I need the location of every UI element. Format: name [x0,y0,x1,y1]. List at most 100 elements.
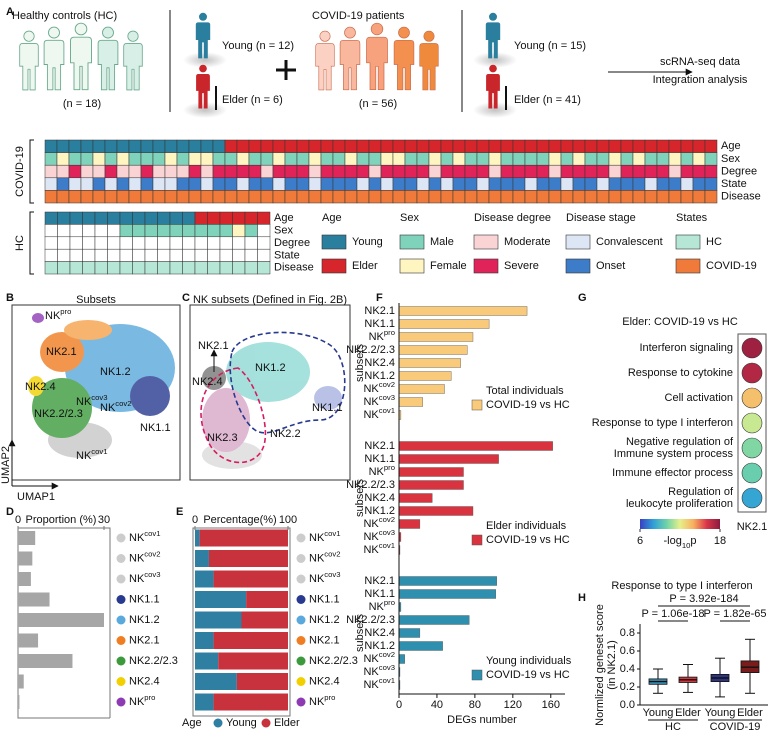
heatmap-cell [392,177,406,191]
legend-label: Elder [274,717,300,729]
heatmap-cell [94,261,108,275]
heatmap-cell [464,190,478,204]
heatmap-cell [488,164,502,179]
label-part: NK [129,696,145,708]
category-label: NKcov1 [363,541,395,556]
heatmap-cell [244,236,258,250]
heatmap-cell [308,190,322,204]
cluster-label: NKcov3 [76,393,108,408]
heatmap-cell [107,236,121,250]
term-label: Negative regulation of [626,436,734,448]
heatmap-cell [104,164,118,179]
heatmap-cell [680,152,694,166]
category-label: NK1.1 [364,318,395,330]
heatmap-cell [320,177,334,191]
heatmap-cell [224,152,238,166]
x-tick-label: 100 [279,514,297,526]
category-label: NK1.1 [129,593,160,605]
panel-letter: B [6,292,14,304]
heatmap-cell [188,139,202,153]
heatmap-cell [644,139,658,153]
label-part: pro [384,463,395,472]
heatmap-cell [548,152,562,166]
heatmap-cell [284,190,298,204]
category-dot [296,533,306,543]
label: (n = 18) [63,98,101,110]
heatmap-cell [80,152,94,166]
bar [398,628,421,638]
label-part: NK [363,531,379,543]
umap-axes [8,439,59,490]
category-dot [116,677,126,686]
category-dot [296,574,306,584]
heatmap-cell [200,190,214,204]
heatmap-cell [680,139,694,153]
bar [18,592,50,607]
heatmap-cell [440,164,454,179]
axis-label: (in NK2.1) [606,640,618,690]
x-tick-label: Young [705,707,736,719]
heatmap-cell [116,152,130,166]
heatmap-cell [320,152,334,166]
category-label: NKpro [369,328,395,343]
bubble [741,487,763,509]
heatmap-cell [194,211,208,225]
heatmap-cell [488,177,502,191]
heatmap-cell [416,177,430,191]
label-part: cov3 [91,393,107,402]
heatmap-cell [656,164,670,179]
bar-segment [236,673,288,690]
group-label: COVID-19 [14,146,26,197]
p-value: P = 1.82e-65 [703,608,766,620]
bubble [741,462,763,484]
bar [18,572,31,586]
heatmap-cell [57,224,71,238]
heatmap-cell [212,139,226,153]
heatmap-cell [476,139,490,153]
label-part: NK [309,696,325,708]
heatmap-cell [128,164,142,179]
heatmap-cell [620,152,634,166]
category-label: NKcov2 [363,650,395,665]
heatmap-cell [232,248,246,262]
heatmap-cell [464,164,478,179]
covid-people [315,22,439,91]
heatmap-cell [44,190,58,204]
bar [398,397,423,407]
heatmap-cell [572,164,586,179]
bar [398,589,496,599]
heatmap-cell [257,211,271,225]
legend-label: Onset [596,260,625,272]
heatmap-cell [560,164,574,179]
category-dot [116,554,126,563]
label-part: NK [369,331,385,343]
label-part: pro [384,328,395,337]
category-label: NK2.4 [364,627,395,639]
label-part: pro [384,598,395,607]
category-label: NK2.1 [364,440,395,452]
heatmap-cell [584,177,598,191]
legend-swatch [471,669,483,681]
category-label: NK2.2/2.3 [309,655,358,667]
heatmap-cell [416,139,430,153]
heatmap-cell [169,211,183,225]
heatmap-cell [428,139,442,153]
heatmap-cell [140,139,154,153]
cluster-label: NK1.1 [140,422,171,434]
heatmap-cell [344,177,358,191]
colorbar [640,519,720,529]
heatmap-cell [704,164,718,179]
heatmap-cell [524,177,538,191]
heatmap-cell [164,139,178,153]
heatmap-cell [200,164,214,179]
heatmap-cell [169,248,183,262]
x-tick-label: 40 [431,699,443,711]
heatmap-cell [44,224,58,238]
heatmap-cell [92,190,106,204]
heatmap-cell [464,139,478,153]
heatmap-cell [704,190,718,204]
heatmap-cell [680,177,694,191]
cluster-label: NK2.3 [207,432,238,444]
label-part: NK [76,450,92,462]
